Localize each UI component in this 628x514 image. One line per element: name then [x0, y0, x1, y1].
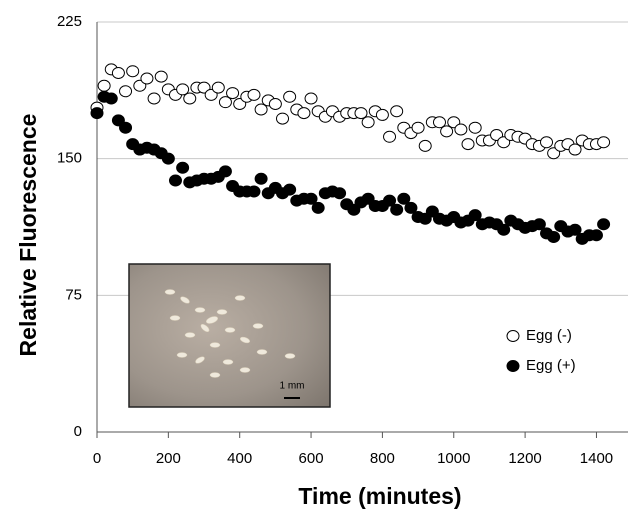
data-point — [375, 108, 389, 121]
data-point — [247, 185, 261, 198]
data-point — [297, 107, 311, 120]
data-point — [547, 231, 561, 244]
data-point — [111, 67, 125, 80]
data-point — [119, 121, 133, 134]
data-point — [211, 81, 225, 94]
data-point — [183, 92, 197, 105]
data-point — [119, 85, 133, 98]
data-point — [497, 223, 511, 236]
x-tick-label: 1400 — [580, 450, 613, 467]
x-tick-label: 400 — [227, 450, 252, 467]
y-tick-label: 150 — [57, 150, 82, 167]
data-point — [254, 103, 268, 116]
y-tick-label: 75 — [65, 286, 82, 303]
data-point — [140, 72, 154, 85]
data-point — [468, 209, 482, 222]
y-tick-label: 225 — [57, 13, 82, 30]
data-point — [589, 229, 603, 242]
data-point — [383, 194, 397, 207]
x-tick-label: 200 — [156, 450, 181, 467]
data-point — [168, 174, 182, 187]
data-point — [90, 107, 104, 120]
x-tick-label: 1200 — [508, 450, 541, 467]
x-axis-title: Time (minutes) — [298, 483, 461, 509]
data-point — [461, 138, 475, 151]
data-point — [276, 112, 290, 125]
legend-label: Egg (-) — [526, 327, 572, 344]
x-tick-label: 1000 — [437, 450, 470, 467]
y-tick-label: 0 — [74, 423, 82, 440]
data-point — [354, 107, 368, 120]
data-point — [397, 192, 411, 205]
legend-label: Egg (+) — [526, 357, 576, 374]
data-point — [390, 105, 404, 118]
data-point — [311, 201, 325, 214]
data-point — [218, 165, 232, 178]
data-point — [361, 116, 375, 129]
data-point — [247, 88, 261, 101]
data-point — [304, 192, 318, 205]
data-point — [540, 136, 554, 149]
data-point — [283, 90, 297, 103]
data-point — [568, 223, 582, 236]
data-point — [97, 79, 111, 92]
data-point — [440, 125, 454, 138]
y-axis-title: Relative Fluorescence — [15, 114, 41, 357]
legend-marker — [506, 330, 520, 342]
inset-photo: 1 mm — [128, 263, 331, 408]
data-point — [404, 201, 418, 214]
scale-label: 1 mm — [280, 381, 305, 392]
data-point — [154, 70, 168, 83]
legend-marker — [506, 360, 520, 372]
data-point — [254, 172, 268, 185]
data-point — [468, 121, 482, 134]
x-tick-label: 0 — [93, 450, 101, 467]
data-point — [126, 65, 140, 78]
data-point — [218, 96, 232, 109]
data-point — [268, 98, 282, 110]
data-point — [411, 121, 425, 134]
data-point — [597, 136, 611, 149]
x-tick-label: 800 — [370, 450, 395, 467]
data-point — [104, 92, 118, 105]
data-point — [454, 123, 468, 136]
data-point — [283, 183, 297, 196]
data-point — [532, 218, 546, 231]
data-point — [161, 152, 175, 165]
data-point — [304, 92, 318, 105]
data-point — [226, 87, 240, 100]
data-point — [432, 116, 446, 129]
data-point — [418, 139, 432, 152]
data-point — [147, 92, 161, 105]
data-point — [568, 143, 582, 156]
data-point — [176, 161, 190, 174]
data-point — [383, 130, 397, 143]
data-point — [333, 187, 347, 200]
x-tick-label: 600 — [299, 450, 324, 467]
data-point — [597, 218, 611, 231]
data-point — [176, 83, 190, 96]
data-point — [390, 203, 404, 216]
